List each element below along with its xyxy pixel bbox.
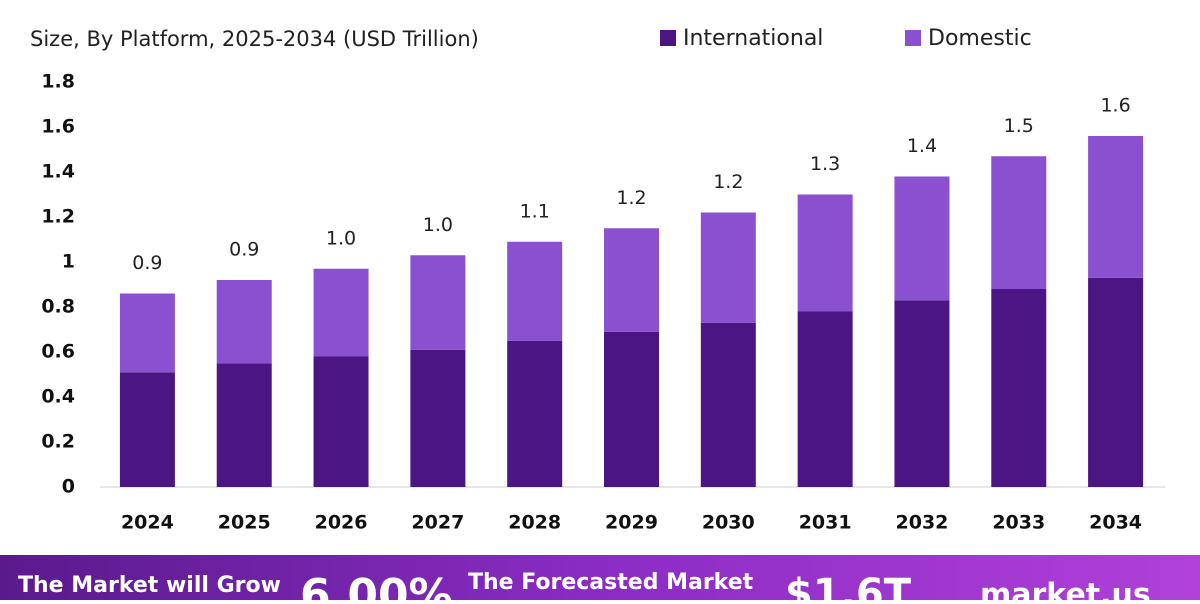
bar-segment (119, 372, 175, 487)
banner-text: 6.00% (300, 570, 453, 600)
x-tick-label: 2033 (992, 512, 1045, 534)
total-label: 1.4 (907, 135, 937, 157)
x-tick-label: 2032 (896, 512, 949, 534)
y-tick-label: 1.6 (41, 116, 75, 138)
bar-segment (410, 349, 466, 487)
legend-label: Domestic (928, 26, 1032, 51)
y-tick-label: 0.8 (41, 296, 75, 318)
bar-segment (991, 289, 1047, 487)
banner-text: The Market will Grow (18, 573, 281, 598)
total-label: 1.0 (423, 214, 453, 236)
total-label: 1.2 (616, 187, 646, 209)
banner (0, 555, 1200, 600)
y-tick-label: 0.6 (41, 341, 75, 363)
legend-swatch (660, 30, 676, 46)
x-tick-label: 2027 (411, 512, 464, 534)
x-tick-label: 2028 (508, 512, 561, 534)
y-tick-label: 1.2 (41, 206, 75, 228)
x-tick-label: 2031 (799, 512, 852, 534)
y-tick-label: 1.4 (41, 161, 75, 183)
total-label: 0.9 (132, 252, 162, 274)
banner-text: market.us (980, 578, 1151, 601)
x-tick-label: 2025 (218, 512, 271, 534)
y-tick-label: 1 (62, 251, 75, 273)
banner-text: $1.6T (785, 571, 912, 600)
total-label: 1.0 (326, 227, 356, 249)
bar-segment (216, 363, 272, 487)
y-tick-label: 0 (62, 476, 75, 498)
x-tick-label: 2024 (121, 512, 174, 534)
total-label: 1.3 (810, 153, 840, 175)
bar-segment (894, 300, 950, 487)
legend-label: International (683, 26, 823, 51)
total-label: 1.5 (1004, 115, 1034, 137)
bar-segment (604, 331, 659, 487)
x-tick-label: 2030 (702, 512, 755, 534)
bar-segment (991, 156, 1047, 289)
total-label: 1.2 (713, 171, 743, 193)
total-label: 0.9 (229, 239, 259, 261)
y-tick-label: 0.2 (41, 431, 75, 453)
bar-segment (216, 280, 272, 364)
bar-segment (1088, 136, 1144, 278)
total-label: 1.1 (520, 200, 550, 222)
legend-swatch (905, 30, 921, 46)
bar-segment (410, 255, 466, 350)
bar-segment (507, 241, 563, 341)
bar-segment (313, 268, 369, 357)
x-tick-label: 2026 (315, 512, 368, 534)
total-label: 1.6 (1100, 95, 1130, 117)
x-tick-label: 2029 (605, 512, 658, 534)
chart-subtitle: Size, By Platform, 2025-2034 (USD Trilli… (30, 27, 479, 51)
y-tick-label: 1.8 (41, 71, 75, 93)
bar-segment (313, 356, 369, 487)
bar-segment (604, 228, 659, 332)
bar-segment (797, 311, 853, 487)
banner-text: The Forecasted Market (468, 570, 754, 595)
bar-segment (894, 176, 950, 301)
bar-segment (797, 194, 853, 312)
bar-segment (700, 212, 756, 323)
bar-segment (700, 322, 756, 487)
bar-segment (507, 340, 563, 487)
x-tick-label: 2034 (1089, 512, 1142, 534)
bar-segment (119, 293, 175, 373)
bar-segment (1088, 277, 1144, 487)
y-tick-label: 0.4 (41, 386, 75, 408)
